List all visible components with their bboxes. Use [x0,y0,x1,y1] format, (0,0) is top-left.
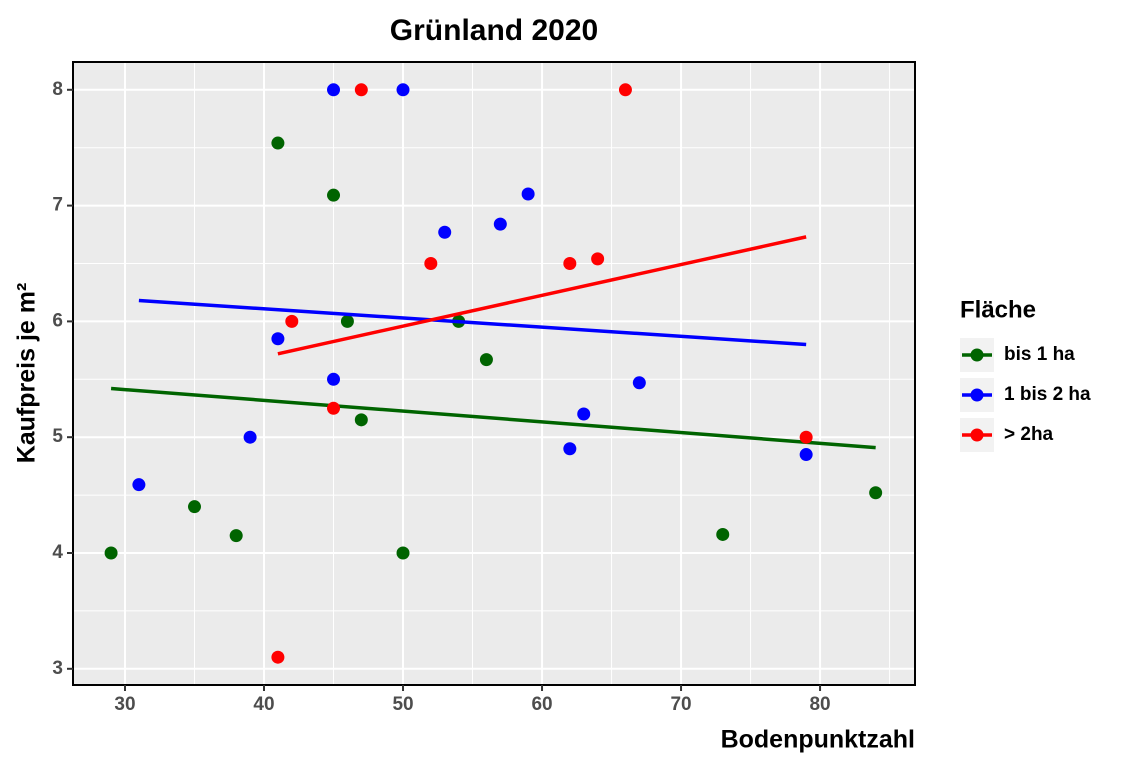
point [229,529,243,543]
point [327,401,341,415]
point [271,136,285,150]
point [869,486,883,500]
point [285,314,299,328]
point [479,353,493,367]
point [132,478,146,492]
legend-point [970,428,984,442]
x-tick-label: 60 [531,694,552,715]
panel-border [72,61,916,686]
y-tick-label: 4 [52,542,63,563]
y-tick-label: 7 [52,195,63,216]
point [563,256,577,270]
legend-label: bis 1 ha [1004,344,1075,365]
trend-line [110,386,876,450]
legend-label: 1 bis 2 ha [1004,384,1091,405]
point [327,188,341,202]
point [104,546,118,560]
point [563,442,577,456]
point [618,83,632,97]
point [354,413,368,427]
point [271,650,285,664]
panel [73,62,915,685]
point [424,256,438,270]
y-tick-label: 6 [52,310,63,331]
point [396,546,410,560]
x-tick-label: 70 [670,694,691,715]
legend-point [970,388,984,402]
trend-line [138,298,807,347]
point [577,407,591,421]
x-tick-label: 40 [253,694,274,715]
point [354,83,368,97]
point [243,430,257,444]
y-tick-label: 3 [52,658,63,679]
y-axis-label: Kaufpreis je m² [13,283,41,464]
point [340,314,354,328]
legend-label: > 2ha [1004,424,1054,445]
point [187,500,201,514]
point [632,376,646,390]
chart-title: Grünland 2020 [390,14,598,47]
point [327,83,341,97]
marks [104,83,883,664]
x-tick-label: 80 [809,694,830,715]
point [396,83,410,97]
grid [73,62,915,685]
point [493,217,507,231]
point [716,527,730,541]
x-tick-label: 50 [392,694,413,715]
y-tick-label: 5 [52,426,63,447]
point [438,225,452,239]
point [327,372,341,386]
legend-title: Fläche [960,296,1036,323]
point [521,187,535,201]
point [271,332,285,346]
legend-point [970,348,984,362]
x-axis-label: Bodenpunktzahl [721,726,915,754]
y-tick-label: 8 [52,79,63,100]
x-tick-label: 30 [114,694,135,715]
point [799,430,813,444]
trend-line [277,235,807,356]
point [799,448,813,462]
point [591,252,605,266]
